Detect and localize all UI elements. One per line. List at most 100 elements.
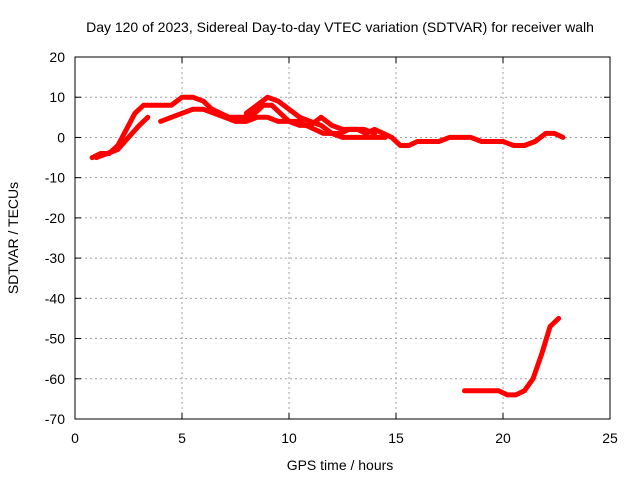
data-point	[137, 123, 142, 128]
data-point	[447, 135, 452, 140]
data-point	[297, 115, 302, 120]
data-point	[505, 392, 510, 398]
x-tick-label: 10	[281, 430, 297, 446]
y-tick-label: -70	[45, 411, 65, 427]
data-point	[211, 111, 217, 116]
data-point	[532, 139, 538, 144]
data-point	[308, 119, 313, 124]
data-point	[124, 127, 129, 132]
x-axis-ticks: 0 5 10 15 20 25	[71, 57, 618, 446]
y-tick-label: 10	[49, 89, 65, 105]
data-point	[543, 131, 548, 136]
data-point	[470, 388, 476, 393]
data-point	[278, 111, 283, 116]
data-point	[201, 107, 206, 112]
data-point	[522, 388, 527, 393]
data-point	[479, 388, 484, 393]
data-point	[462, 388, 467, 393]
data-point	[132, 111, 138, 116]
data-point	[556, 316, 561, 321]
data-point	[530, 376, 536, 381]
data-point	[222, 115, 227, 120]
data-point	[169, 103, 174, 108]
data-point	[104, 151, 110, 156]
data-point	[244, 111, 249, 116]
data-point	[436, 139, 441, 144]
data-point	[361, 135, 367, 140]
data-point	[286, 119, 292, 124]
grid-lines	[75, 57, 610, 419]
data-point	[276, 119, 281, 124]
y-tick-label: -10	[45, 170, 65, 186]
data-point	[254, 115, 260, 120]
data-point	[490, 139, 495, 144]
data-point	[158, 103, 163, 108]
data-point	[329, 131, 334, 136]
data-point	[235, 115, 240, 120]
data-point	[468, 135, 474, 140]
data-point	[372, 131, 377, 136]
data-point	[511, 143, 516, 148]
y-axis-ticks: 20 10 0 -10 -20 -30 -40 -50 -60 -70	[45, 49, 610, 427]
series-line-track-a	[89, 94, 566, 161]
data-point	[312, 127, 317, 132]
data-point	[254, 103, 260, 108]
data-point	[425, 139, 431, 144]
x-tick-label: 20	[495, 430, 511, 446]
data-point	[276, 99, 281, 104]
data-point	[318, 115, 324, 120]
x-tick-label: 25	[602, 430, 618, 446]
y-tick-label: -30	[45, 250, 65, 266]
data-point	[361, 127, 367, 132]
data-point	[389, 135, 394, 140]
y-tick-label: -20	[45, 210, 65, 226]
data-point	[539, 352, 544, 357]
data-point	[158, 119, 163, 124]
data-point	[351, 135, 356, 140]
data-point	[321, 131, 326, 136]
x-tick-label: 5	[178, 430, 186, 446]
y-tick-label: -50	[45, 331, 65, 347]
data-point	[141, 103, 146, 108]
x-tick-label: 0	[71, 430, 79, 446]
data-point	[522, 143, 527, 148]
data-point	[115, 147, 121, 152]
data-point	[169, 115, 174, 120]
data-point	[479, 139, 484, 144]
data-point	[149, 103, 155, 108]
data-point	[318, 123, 324, 128]
data-point	[547, 324, 553, 329]
data-point	[297, 123, 302, 128]
x-axis-label: GPS time / hours	[287, 457, 394, 473]
data-point	[244, 119, 249, 124]
data-point	[372, 135, 377, 140]
data-point	[560, 135, 566, 140]
chart-title: Day 120 of 2023, Sidereal Day-to-day VTE…	[86, 19, 594, 35]
data-point	[340, 127, 345, 132]
data-point	[201, 99, 206, 104]
data-point	[383, 135, 388, 140]
data-point	[190, 95, 195, 100]
data-point	[351, 127, 356, 132]
data-point	[500, 139, 506, 144]
data-point	[552, 131, 557, 136]
data-point	[329, 123, 334, 128]
data-point	[179, 95, 185, 100]
x-tick-label: 15	[388, 430, 404, 446]
data-point	[265, 95, 270, 100]
data-point	[406, 143, 411, 148]
data-point	[488, 388, 493, 393]
data-point	[179, 111, 185, 116]
data-point	[94, 155, 99, 160]
data-point	[145, 115, 150, 120]
data-point	[340, 135, 345, 140]
y-tick-label: -60	[45, 371, 65, 387]
data-point	[252, 111, 257, 116]
data-point	[265, 115, 270, 120]
plot-frame	[74, 56, 611, 420]
data-point	[269, 103, 275, 108]
data-point	[415, 139, 420, 144]
data-point	[458, 135, 463, 140]
data-point	[381, 131, 386, 136]
